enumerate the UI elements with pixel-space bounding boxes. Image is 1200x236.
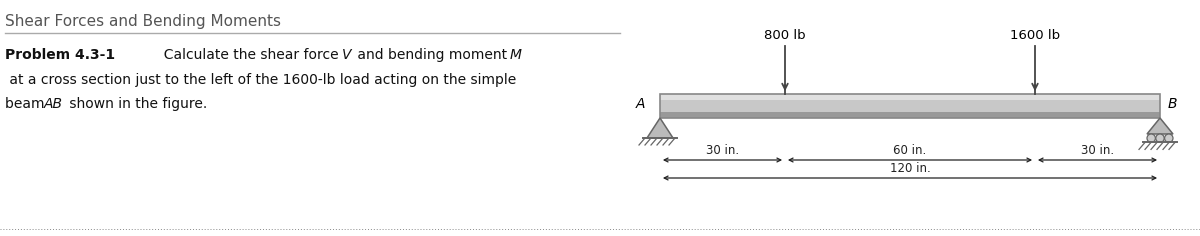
Text: 30 in.: 30 in. [1081,143,1114,156]
Text: V: V [342,48,352,62]
Text: 30 in.: 30 in. [706,143,739,156]
Bar [660,100,1160,112]
Text: 120 in.: 120 in. [889,161,930,174]
Text: B: B [1168,97,1177,111]
Polygon shape [647,118,673,138]
Bar [660,94,1160,100]
Text: shown in the figure.: shown in the figure. [65,97,208,111]
Circle shape [1156,134,1164,142]
Text: AB: AB [44,97,64,111]
Text: 60 in.: 60 in. [893,143,926,156]
Text: beam: beam [5,97,49,111]
Bar [660,112,1160,118]
Text: M: M [510,48,522,62]
Bar [660,94,1160,118]
Text: Problem 4.3-1: Problem 4.3-1 [5,48,115,62]
Text: Calculate the shear force: Calculate the shear force [155,48,343,62]
Text: 1600 lb: 1600 lb [1010,29,1060,42]
Polygon shape [1147,118,1174,134]
Text: A: A [636,97,646,111]
Text: at a cross section just to the left of the 1600-lb load acting on the simple: at a cross section just to the left of t… [5,73,516,87]
Text: Shear Forces and Bending Moments: Shear Forces and Bending Moments [5,14,281,29]
Circle shape [1147,134,1156,142]
Text: and bending moment: and bending moment [353,48,511,62]
Text: 800 lb: 800 lb [764,29,806,42]
Circle shape [1164,134,1174,142]
